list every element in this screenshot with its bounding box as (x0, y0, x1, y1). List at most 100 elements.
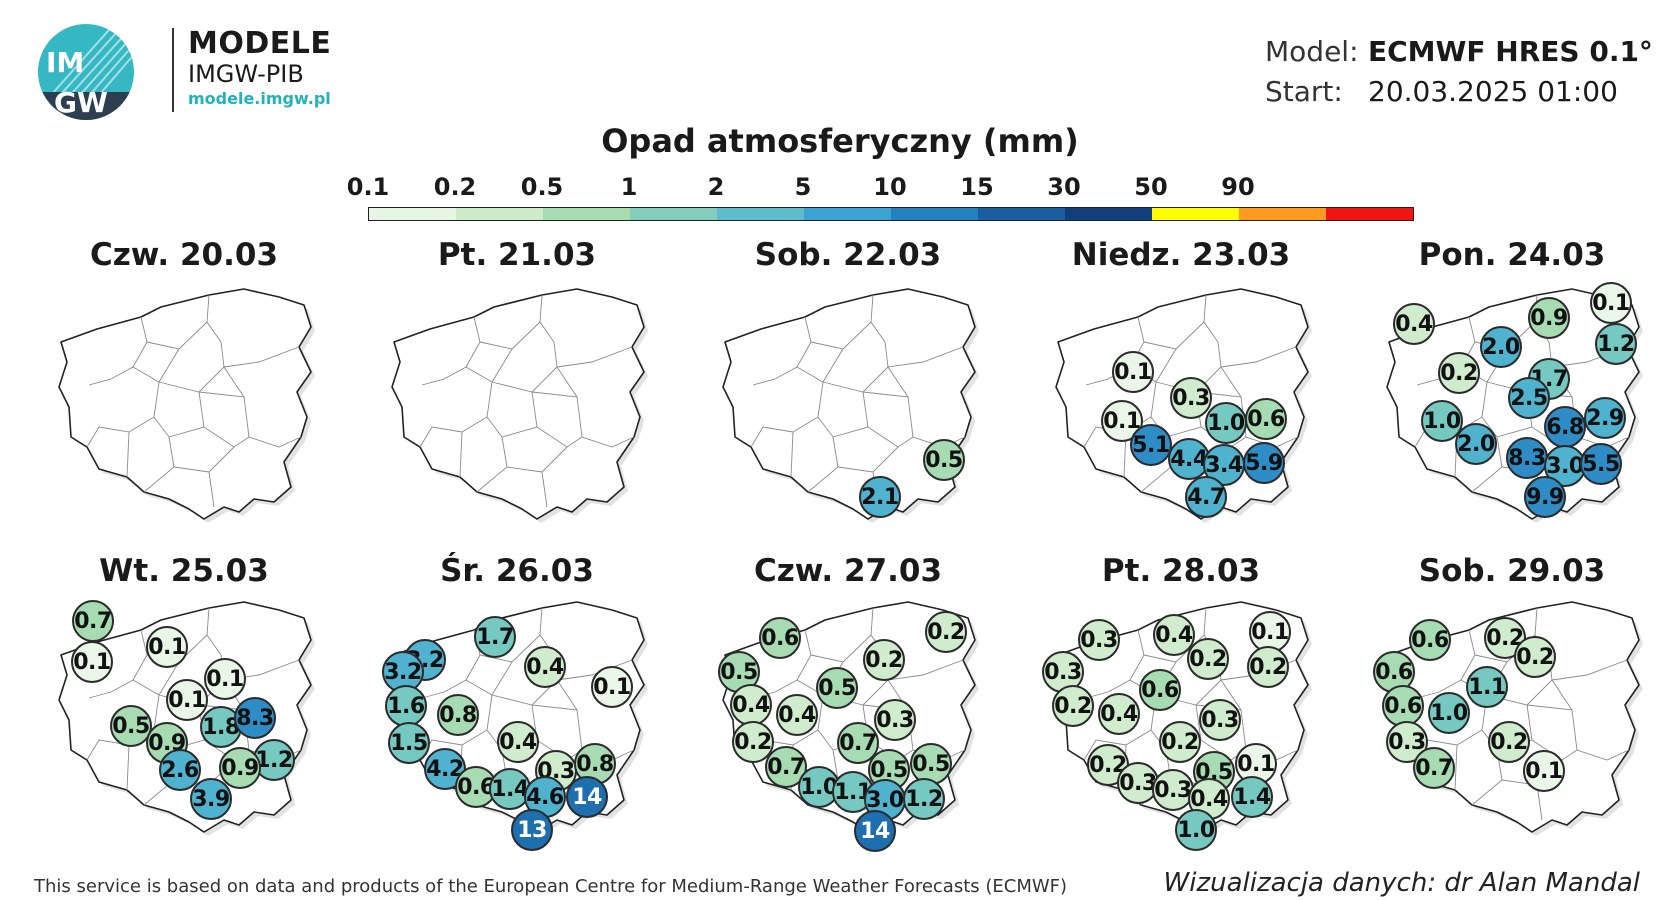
brand-url[interactable]: modele.imgw.pl (188, 89, 331, 108)
precip-value-marker: 0.4 (524, 646, 566, 688)
logo-text-top: IM (46, 46, 84, 79)
precip-value-marker: 0.1 (71, 641, 113, 683)
model-label: Model: (1265, 35, 1359, 68)
day-title: Niedz. 23.03 (1071, 237, 1291, 273)
legend-swatch (1065, 208, 1152, 220)
precip-value-marker: 0.1 (146, 626, 188, 668)
legend-tick-label: 2 (707, 173, 725, 201)
precip-value-marker: 0.6 (1382, 685, 1424, 727)
precip-value-marker: 8.3 (1506, 437, 1548, 479)
legend-ticks: 0.1 0.2 0.5 1 2 5 10 15 30 50 90 (0, 173, 1680, 203)
precip-value-marker: 1.2 (1595, 323, 1637, 365)
imgw-logo: IM GW (38, 24, 134, 120)
day-title: Czw. 27.03 (753, 553, 943, 589)
precip-value-marker: 0.4 (1098, 693, 1140, 735)
day-map: 0.1 0.3 0.1 1.0 0.6 5.1 4.4 3.4 5.9 4.7 (1046, 287, 1316, 527)
precip-value-marker: 1.2 (903, 778, 945, 820)
legend-swatch (891, 208, 978, 220)
legend-tick-label: 90 (1221, 173, 1255, 201)
precip-value-marker: 0.5 (110, 705, 152, 747)
precip-value-marker: 0.4 (730, 684, 772, 726)
precip-value-marker: 0.5 (923, 439, 965, 481)
day-map: 0.6 0.2 0.6 0.2 1.1 0.6 1.0 0.3 0.2 0.7 0.1 (1373, 600, 1647, 840)
precip-value-marker: 0.5 (816, 667, 858, 709)
legend-tick-label: 15 (960, 173, 994, 201)
day-map: 0.7 0.1 0.1 0.1 0.1 0.5 1.8 8.3 0.9 1.2 2.6 0.9 3.9 (49, 600, 319, 840)
precip-value-marker: 2.1 (859, 476, 901, 518)
poland-map (722, 288, 979, 523)
brand-block: MODELE IMGW-PIB modele.imgw.pl (172, 28, 331, 112)
precip-value-marker: 2.0 (1455, 423, 1497, 465)
precip-value-marker: 0.7 (837, 722, 879, 764)
precip-value-marker: 0.4 (1393, 303, 1435, 345)
day-title: Pon. 24.03 (1418, 237, 1606, 273)
legend-tick-label: 30 (1047, 173, 1081, 201)
precip-value-marker: 0.2 (925, 611, 967, 653)
precip-value-marker: 6.8 (1544, 406, 1586, 448)
legend-tick-label: 0.1 (346, 173, 390, 201)
precip-value-marker: 0.7 (72, 600, 114, 642)
day-map: 0.4 0.9 0.1 2.0 1.2 0.2 1.7 2.5 1.0 6.8 2.9 2.0 8.3 3… (1377, 282, 1647, 527)
precip-value-marker: 14 (854, 810, 896, 852)
precip-value-marker: 0.2 (1187, 638, 1229, 680)
precip-value-marker: 0.6 (1139, 669, 1181, 711)
day-title: Sob. 22.03 (754, 237, 942, 273)
day-map: 3.2 1.7 3.2 0.4 1.6 0.8 0.1 1.5 0.4 4.2 0.3 0.8 0.6 1… (382, 600, 652, 851)
precip-value-marker: 1.6 (385, 685, 427, 727)
day-title: Śr. 26.03 (440, 553, 594, 589)
precip-value-marker: 0.1 (166, 679, 208, 721)
precip-value-marker: 0.1 (204, 658, 246, 700)
precip-value-marker: 0.3 (874, 699, 916, 741)
precip-value-marker: 1.4 (489, 768, 531, 810)
precip-value-marker: 0.2 (1052, 685, 1094, 727)
precip-value-marker: 0.6 (1245, 398, 1287, 440)
precip-value-marker: 1.5 (388, 722, 430, 764)
legend-tick-label: 5 (794, 173, 812, 201)
precip-value-marker: 0.6 (1409, 619, 1451, 661)
visualization-credit: Wizualizacja danych: dr Alan Mandal (1163, 868, 1640, 898)
precip-value-marker: 0.7 (765, 746, 807, 788)
precip-value-marker: 4.7 (1185, 476, 1227, 518)
day-map: 0.5 2.1 (713, 287, 983, 527)
precip-value-marker: 13 (511, 809, 553, 851)
precip-value-marker: 0.3 (1152, 769, 1194, 811)
start-value: 20.03.2025 01:00 (1368, 75, 1618, 108)
legend-swatch (1239, 208, 1326, 220)
precip-value-marker: 0.2 (1488, 721, 1530, 763)
legend-swatch (456, 208, 543, 220)
legend-swatch (1326, 208, 1413, 220)
ecmwf-attribution: This service is based on data and produc… (34, 876, 1068, 897)
precip-value-marker: 0.4 (776, 694, 818, 736)
precip-value-marker: 0.3 (1170, 377, 1212, 419)
precip-value-marker: 0.5 (910, 743, 952, 785)
precip-value-marker: 0.9 (1528, 297, 1570, 339)
precip-value-marker: 1.0 (1205, 402, 1247, 444)
precip-value-marker: 0.6 (759, 617, 801, 659)
precip-value-marker: 0.4 (497, 721, 539, 763)
precip-value-marker: 0.8 (437, 694, 479, 736)
precip-value-marker: 0.4 (1153, 614, 1195, 656)
precip-value-marker: 0.2 (732, 721, 774, 763)
model-value: ECMWF HRES 0.1° (1368, 35, 1653, 68)
start-label: Start: (1265, 75, 1343, 108)
precip-value-marker: 1.8 (200, 706, 242, 748)
precip-value-marker: 8.3 (234, 697, 276, 739)
legend-tick-label: 50 (1134, 173, 1168, 201)
precip-value-marker: 0.2 (1247, 646, 1289, 688)
precip-value-marker: 0.9 (219, 747, 261, 789)
legend-tick-label: 1 (620, 173, 638, 201)
logo-text-bottom: GW (54, 86, 108, 119)
poland-map (58, 288, 315, 523)
brand-title: MODELE (188, 26, 332, 61)
precip-value-marker: 0.2 (1438, 352, 1480, 394)
precip-value-marker: 1.0 (798, 766, 840, 808)
precip-value-marker: 3.2 (382, 651, 424, 693)
brand-subtitle: IMGW-PIB (188, 60, 304, 88)
precip-value-marker: 4.4 (1168, 438, 1210, 480)
precip-value-marker: 0.2 (1514, 636, 1556, 678)
legend-tick-label: 10 (873, 173, 907, 201)
precip-value-marker: 0.7 (1413, 747, 1455, 789)
precip-value-marker: 0.2 (1159, 721, 1201, 763)
precip-value-marker: 0.1 (1112, 351, 1154, 393)
legend-swatch (978, 208, 1065, 220)
